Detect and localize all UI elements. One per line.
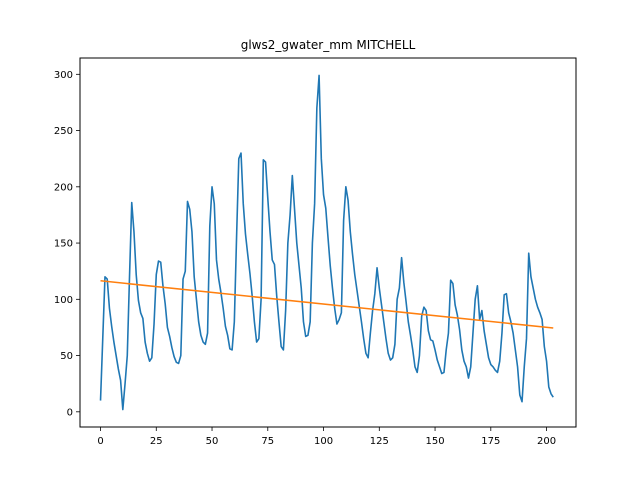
y-tick-label: 0 xyxy=(67,407,73,418)
x-tick-label: 0 xyxy=(97,436,103,447)
plot-frame xyxy=(79,57,577,428)
x-tick-label: 100 xyxy=(314,436,333,447)
y-tick-label: 300 xyxy=(54,70,73,81)
series-layer xyxy=(99,74,554,411)
y-tick-label: 150 xyxy=(54,239,73,250)
x-tick-label: 50 xyxy=(206,436,219,447)
y-axis-ticks: 0 50 100 150 200 250 300 xyxy=(54,70,80,418)
x-tick-label: 175 xyxy=(481,436,500,447)
x-tick-label: 25 xyxy=(150,436,163,447)
x-tick-label: 150 xyxy=(426,436,445,447)
y-tick-label: 200 xyxy=(54,182,73,193)
series-line-data xyxy=(99,74,554,411)
y-tick-label: 100 xyxy=(54,295,73,306)
x-axis-ticks: 0 25 50 75 100 125 150 175 200 xyxy=(97,427,556,447)
y-tick-label: 50 xyxy=(60,351,73,362)
y-tick-label: 250 xyxy=(54,126,73,137)
chart-title: glws2_gwater_mm MITCHELL xyxy=(241,38,416,52)
x-tick-label: 200 xyxy=(537,436,556,447)
x-tick-label: 125 xyxy=(370,436,389,447)
x-tick-label: 75 xyxy=(261,436,274,447)
series-line-trend xyxy=(100,279,554,329)
